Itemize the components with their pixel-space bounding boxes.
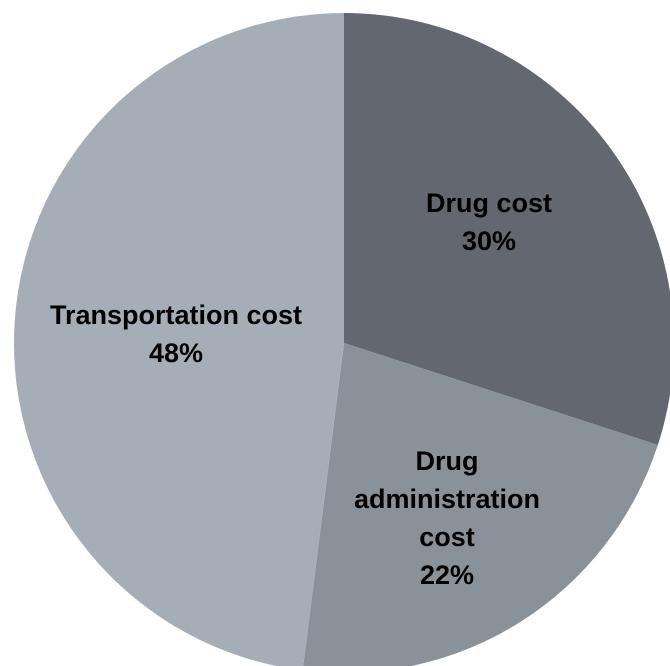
- slice-category-label: administration: [354, 484, 540, 514]
- pie-slice: [303, 343, 658, 666]
- slice-value-label: 30%: [462, 226, 516, 256]
- slice-category-label: Transportation cost: [50, 300, 302, 330]
- slice-category-label: cost: [419, 522, 475, 552]
- pie-labels: Drug cost 30% Drug administration cost 22% Tra…: [50, 188, 552, 590]
- slice-label: Drug cost 30%: [426, 188, 552, 256]
- slice-value-label: 48%: [149, 338, 203, 368]
- slice-label: Transportation cost 48%: [50, 300, 302, 368]
- slice-value-label: 22%: [420, 560, 474, 590]
- slice-label: Drug administration cost 22%: [354, 446, 540, 590]
- slice-category-label: Drug: [416, 446, 479, 476]
- pie-slice: [344, 13, 670, 445]
- pie-slices: [14, 13, 670, 666]
- pie-slice: [14, 13, 344, 666]
- slice-category-label: Drug cost: [426, 188, 552, 218]
